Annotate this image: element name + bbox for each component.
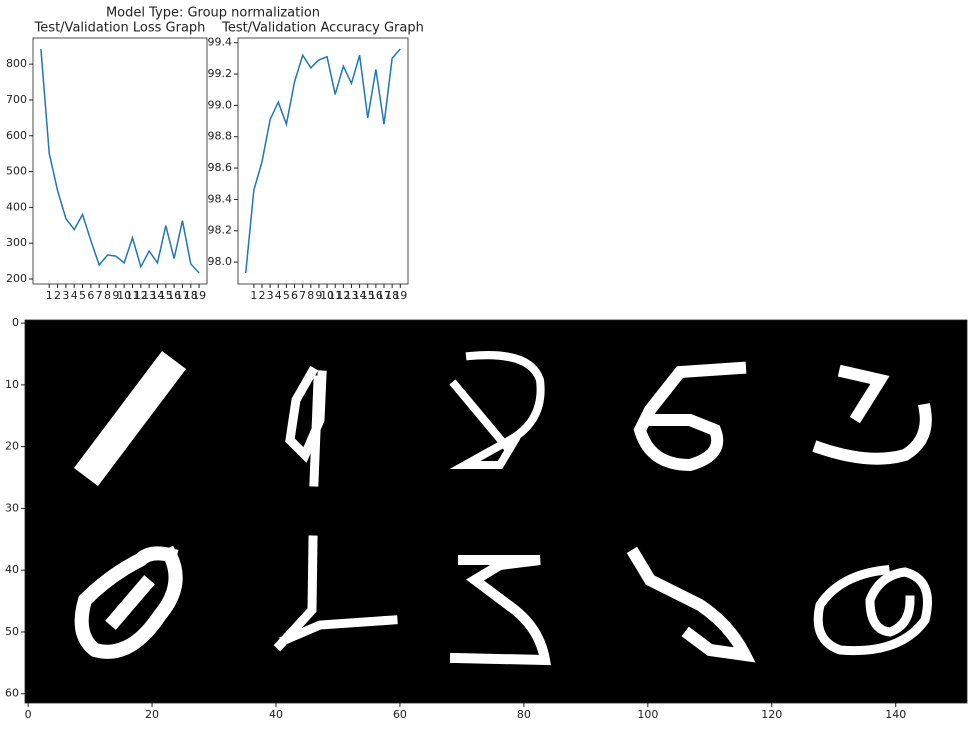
x-tick-label: 140 bbox=[885, 708, 906, 721]
axes-frame bbox=[32, 37, 208, 285]
x-tick-label: 5 bbox=[79, 289, 86, 302]
x-tick-label: 10 bbox=[320, 289, 334, 302]
digit-stroke bbox=[449, 555, 551, 666]
x-tick-label: 15 bbox=[159, 289, 173, 302]
x-tick-label: 1 bbox=[250, 289, 257, 302]
y-tick-label: 98.4 bbox=[208, 192, 233, 205]
x-tick-label: 17 bbox=[175, 289, 189, 302]
x-tick-label: 13 bbox=[142, 289, 156, 302]
x-tick-label: 6 bbox=[291, 289, 298, 302]
x-tick-label: 15 bbox=[361, 289, 375, 302]
x-tick-label: 7 bbox=[96, 289, 103, 302]
digit-stroke bbox=[813, 565, 932, 656]
x-tick-label: 7 bbox=[299, 289, 306, 302]
x-tick-label: 8 bbox=[104, 289, 111, 302]
x-tick-label: 11 bbox=[125, 289, 139, 302]
x-tick-label: 9 bbox=[315, 289, 322, 302]
x-tick-label: 19 bbox=[393, 289, 407, 302]
y-tick-label: 99.4 bbox=[208, 36, 233, 49]
x-tick-label: 16 bbox=[369, 289, 383, 302]
line-series bbox=[40, 49, 200, 274]
y-tick-label: 300 bbox=[6, 236, 27, 249]
x-tick-label: 40 bbox=[269, 708, 283, 721]
image-background bbox=[25, 320, 967, 703]
x-tick-label: 100 bbox=[637, 708, 658, 721]
y-tick-label: 98.0 bbox=[208, 255, 233, 268]
y-tick-label: 99.2 bbox=[208, 67, 233, 80]
x-tick-label: 2 bbox=[258, 289, 265, 302]
digit-stroke bbox=[449, 351, 545, 469]
x-tick-label: 4 bbox=[71, 289, 78, 302]
x-tick-label: 3 bbox=[62, 289, 69, 302]
y-tick-label: 60 bbox=[5, 687, 19, 700]
digit-stroke bbox=[633, 361, 747, 472]
x-tick-label: 60 bbox=[393, 708, 407, 721]
x-tick-label: 19 bbox=[192, 289, 206, 302]
y-tick-label: 800 bbox=[6, 57, 27, 70]
x-tick-label: 0 bbox=[25, 708, 32, 721]
x-tick-label: 80 bbox=[517, 708, 531, 721]
axes-title: Test/Validation Accuracy Graph bbox=[221, 21, 424, 36]
y-tick-label: 500 bbox=[6, 165, 27, 178]
y-tick-label: 40 bbox=[5, 563, 19, 576]
y-tick-label: 98.8 bbox=[208, 130, 233, 143]
y-tick-label: 98.2 bbox=[208, 224, 233, 237]
x-tick-label: 120 bbox=[761, 708, 782, 721]
x-tick-label: 2 bbox=[54, 289, 61, 302]
y-tick-label: 99.0 bbox=[208, 98, 233, 111]
x-tick-label: 11 bbox=[328, 289, 342, 302]
digit-stroke bbox=[626, 546, 756, 663]
y-tick-label: 700 bbox=[6, 93, 27, 106]
digit-stroke bbox=[74, 545, 183, 659]
x-tick-label: 1 bbox=[46, 289, 53, 302]
x-tick-label: 12 bbox=[134, 289, 148, 302]
x-tick-label: 14 bbox=[353, 289, 367, 302]
x-tick-label: 20 bbox=[145, 708, 159, 721]
digit-image bbox=[73, 350, 932, 666]
line-series bbox=[244, 48, 401, 274]
x-tick-label: 6 bbox=[87, 289, 94, 302]
x-tick-label: 17 bbox=[377, 289, 391, 302]
digit-stroke bbox=[812, 364, 932, 465]
y-tick-label: 10 bbox=[5, 378, 19, 391]
x-tick-label: 18 bbox=[184, 289, 198, 302]
x-tick-label: 12 bbox=[336, 289, 350, 302]
axes-frame bbox=[237, 37, 409, 285]
y-tick-label: 50 bbox=[5, 625, 19, 638]
y-tick-label: 200 bbox=[6, 272, 27, 285]
x-tick-label: 16 bbox=[167, 289, 181, 302]
y-tick-label: 0 bbox=[12, 316, 19, 329]
digit-stroke bbox=[73, 350, 187, 487]
x-tick-label: 4 bbox=[275, 289, 282, 302]
digit-stroke bbox=[273, 535, 398, 652]
x-tick-label: 9 bbox=[112, 289, 119, 302]
y-tick-label: 400 bbox=[6, 200, 27, 213]
digit-stroke bbox=[285, 365, 327, 487]
figure-title: Model Type: Group normalization bbox=[106, 6, 320, 21]
x-tick-label: 18 bbox=[385, 289, 399, 302]
axes-layer: Test/Validation Loss Graph20030040050060… bbox=[5, 21, 968, 721]
axes-frame bbox=[24, 319, 968, 704]
y-tick-label: 600 bbox=[6, 129, 27, 142]
y-tick-label: 98.6 bbox=[208, 161, 233, 174]
y-tick-label: 30 bbox=[5, 501, 19, 514]
x-tick-label: 10 bbox=[117, 289, 131, 302]
x-tick-label: 3 bbox=[267, 289, 274, 302]
x-tick-label: 13 bbox=[344, 289, 358, 302]
axes-title: Test/Validation Loss Graph bbox=[34, 21, 206, 36]
x-tick-label: 8 bbox=[307, 289, 314, 302]
x-tick-label: 5 bbox=[283, 289, 290, 302]
y-tick-label: 20 bbox=[5, 440, 19, 453]
x-tick-label: 14 bbox=[150, 289, 164, 302]
